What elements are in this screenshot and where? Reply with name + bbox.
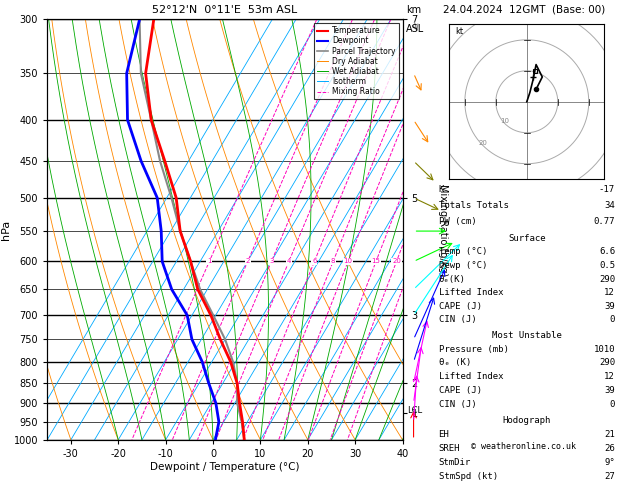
Text: CAPE (J): CAPE (J) <box>438 302 482 311</box>
Text: Temp (°C): Temp (°C) <box>438 247 487 257</box>
Text: 6: 6 <box>312 259 316 264</box>
Text: 2: 2 <box>245 259 250 264</box>
Text: 12: 12 <box>604 372 615 381</box>
X-axis label: Dewpoint / Temperature (°C): Dewpoint / Temperature (°C) <box>150 462 299 471</box>
Text: SREH: SREH <box>438 444 460 452</box>
Text: 21: 21 <box>604 430 615 438</box>
Text: 15: 15 <box>372 259 381 264</box>
Text: 10: 10 <box>343 259 353 264</box>
Text: km: km <box>406 4 421 15</box>
Text: StmDir: StmDir <box>438 458 470 467</box>
Text: Pressure (mb): Pressure (mb) <box>438 345 508 353</box>
Text: Dewp (°C): Dewp (°C) <box>438 261 487 270</box>
Text: 9°: 9° <box>604 458 615 467</box>
Text: 12: 12 <box>604 288 615 297</box>
Text: Lifted Index: Lifted Index <box>438 288 503 297</box>
Text: 0.5: 0.5 <box>599 261 615 270</box>
Text: 290: 290 <box>599 358 615 367</box>
Text: 26: 26 <box>604 444 615 452</box>
Text: 39: 39 <box>604 386 615 395</box>
Text: 39: 39 <box>604 302 615 311</box>
Y-axis label: hPa: hPa <box>1 220 11 240</box>
Text: 6.6: 6.6 <box>599 247 615 257</box>
Text: Totals Totals: Totals Totals <box>438 201 508 210</box>
Text: © weatheronline.co.uk: © weatheronline.co.uk <box>471 442 576 451</box>
Text: 8: 8 <box>331 259 335 264</box>
Text: Surface: Surface <box>508 234 545 243</box>
Text: θₑ (K): θₑ (K) <box>438 358 470 367</box>
Text: 0: 0 <box>610 315 615 324</box>
Text: 1010: 1010 <box>594 345 615 353</box>
Text: Lifted Index: Lifted Index <box>438 372 503 381</box>
Text: 4: 4 <box>287 259 291 264</box>
Text: 24.04.2024  12GMT  (Base: 00): 24.04.2024 12GMT (Base: 00) <box>443 4 604 15</box>
Y-axis label: Mixing Ratio (g/kg): Mixing Ratio (g/kg) <box>438 184 448 276</box>
Text: K: K <box>438 185 444 194</box>
Text: kt: kt <box>455 27 464 35</box>
Text: θₑ(K): θₑ(K) <box>438 275 465 283</box>
Text: PW (cm): PW (cm) <box>438 217 476 226</box>
Text: -17: -17 <box>599 185 615 194</box>
Text: StmSpd (kt): StmSpd (kt) <box>438 472 498 481</box>
Text: ASL: ASL <box>406 24 424 35</box>
Text: CIN (J): CIN (J) <box>438 399 476 409</box>
Text: 3: 3 <box>269 259 274 264</box>
Text: 20: 20 <box>392 259 401 264</box>
Text: LCL: LCL <box>407 406 422 415</box>
Text: CIN (J): CIN (J) <box>438 315 476 324</box>
Text: 27: 27 <box>604 472 615 481</box>
Text: 34: 34 <box>604 201 615 210</box>
Text: Hodograph: Hodograph <box>503 416 551 424</box>
Text: 290: 290 <box>599 275 615 283</box>
Text: CAPE (J): CAPE (J) <box>438 386 482 395</box>
Legend: Temperature, Dewpoint, Parcel Trajectory, Dry Adiabat, Wet Adiabat, Isotherm, Mi: Temperature, Dewpoint, Parcel Trajectory… <box>314 23 399 99</box>
Text: 20: 20 <box>479 140 488 146</box>
Text: 0.77: 0.77 <box>594 217 615 226</box>
Text: Most Unstable: Most Unstable <box>492 331 562 340</box>
Text: 52°12'N  0°11'E  53m ASL: 52°12'N 0°11'E 53m ASL <box>152 4 298 15</box>
Text: 0: 0 <box>610 399 615 409</box>
Text: 10: 10 <box>501 119 509 124</box>
Text: 1: 1 <box>207 259 211 264</box>
Text: EH: EH <box>438 430 449 438</box>
